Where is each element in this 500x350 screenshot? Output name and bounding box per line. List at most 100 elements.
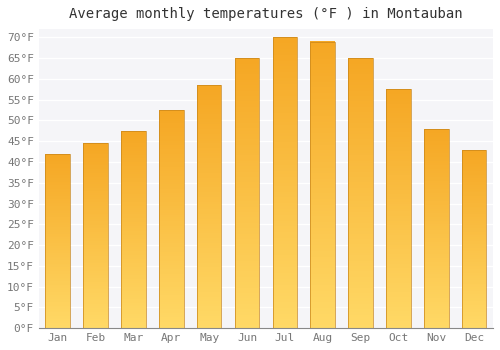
Bar bbox=[386, 292, 410, 295]
Bar bbox=[424, 258, 448, 260]
Bar bbox=[424, 190, 448, 192]
Bar bbox=[424, 314, 448, 316]
Bar bbox=[46, 157, 70, 159]
Bar bbox=[272, 290, 297, 293]
Bar bbox=[272, 142, 297, 145]
Bar bbox=[84, 323, 108, 324]
Bar bbox=[386, 149, 410, 152]
Bar bbox=[348, 110, 373, 112]
Bar bbox=[462, 149, 486, 151]
Bar bbox=[272, 81, 297, 84]
Bar bbox=[386, 139, 410, 142]
Bar bbox=[121, 154, 146, 156]
Bar bbox=[424, 133, 448, 135]
Bar bbox=[84, 223, 108, 225]
Bar bbox=[234, 134, 260, 136]
Bar bbox=[234, 163, 260, 166]
Bar bbox=[197, 100, 222, 102]
Bar bbox=[121, 295, 146, 296]
Bar bbox=[348, 172, 373, 174]
Bar bbox=[121, 228, 146, 230]
Bar bbox=[234, 142, 260, 145]
Bar bbox=[348, 301, 373, 304]
Bar bbox=[46, 253, 70, 255]
Bar bbox=[84, 199, 108, 201]
Bar bbox=[84, 267, 108, 269]
Bar bbox=[424, 145, 448, 147]
Bar bbox=[197, 121, 222, 124]
Bar bbox=[84, 149, 108, 151]
Bar bbox=[462, 244, 486, 246]
Bar bbox=[272, 162, 297, 165]
Bar bbox=[234, 101, 260, 104]
Bar bbox=[121, 214, 146, 216]
Bar bbox=[84, 219, 108, 221]
Bar bbox=[310, 325, 335, 328]
Bar bbox=[197, 238, 222, 241]
Bar bbox=[46, 255, 70, 257]
Bar bbox=[84, 160, 108, 162]
Bar bbox=[424, 210, 448, 212]
Bar bbox=[234, 250, 260, 253]
Bar bbox=[234, 212, 260, 215]
Bar bbox=[272, 177, 297, 180]
Bar bbox=[462, 317, 486, 319]
Bar bbox=[310, 139, 335, 142]
Bar bbox=[386, 252, 410, 254]
Bar bbox=[46, 232, 70, 234]
Bar bbox=[121, 275, 146, 277]
Bar bbox=[234, 63, 260, 66]
Bar bbox=[462, 273, 486, 275]
Bar bbox=[121, 247, 146, 249]
Bar bbox=[462, 173, 486, 175]
Bar bbox=[348, 61, 373, 64]
Bar bbox=[121, 156, 146, 159]
Bar bbox=[272, 270, 297, 273]
Bar bbox=[310, 219, 335, 222]
Bar bbox=[46, 210, 70, 211]
Bar bbox=[272, 168, 297, 171]
Bar bbox=[84, 256, 108, 258]
Bar bbox=[310, 130, 335, 133]
Bar bbox=[46, 154, 70, 328]
Bar bbox=[462, 321, 486, 323]
Bar bbox=[234, 158, 260, 161]
Bar bbox=[159, 302, 184, 304]
Bar bbox=[121, 283, 146, 285]
Bar bbox=[46, 171, 70, 173]
Bar bbox=[272, 37, 297, 328]
Bar bbox=[462, 225, 486, 226]
Bar bbox=[234, 204, 260, 206]
Bar bbox=[121, 137, 146, 139]
Bar bbox=[84, 221, 108, 223]
Bar bbox=[310, 202, 335, 205]
Bar bbox=[159, 167, 184, 169]
Bar bbox=[424, 278, 448, 280]
Bar bbox=[121, 225, 146, 228]
Bar bbox=[197, 292, 222, 294]
Bar bbox=[386, 94, 410, 97]
Bar bbox=[46, 175, 70, 176]
Bar bbox=[159, 293, 184, 295]
Bar bbox=[46, 258, 70, 260]
Bar bbox=[462, 310, 486, 312]
Bar bbox=[424, 294, 448, 296]
Bar bbox=[348, 142, 373, 145]
Bar bbox=[462, 191, 486, 192]
Bar bbox=[424, 129, 448, 328]
Bar bbox=[197, 136, 222, 139]
Bar bbox=[46, 318, 70, 320]
Bar bbox=[46, 311, 70, 313]
Bar bbox=[234, 182, 260, 185]
Bar bbox=[348, 91, 373, 93]
Bar bbox=[234, 282, 260, 285]
Bar bbox=[46, 290, 70, 292]
Bar bbox=[121, 162, 146, 164]
Bar bbox=[424, 284, 448, 286]
Bar bbox=[462, 243, 486, 244]
Bar bbox=[348, 269, 373, 272]
Bar bbox=[348, 104, 373, 107]
Bar bbox=[46, 264, 70, 265]
Bar bbox=[272, 256, 297, 258]
Bar bbox=[272, 160, 297, 162]
